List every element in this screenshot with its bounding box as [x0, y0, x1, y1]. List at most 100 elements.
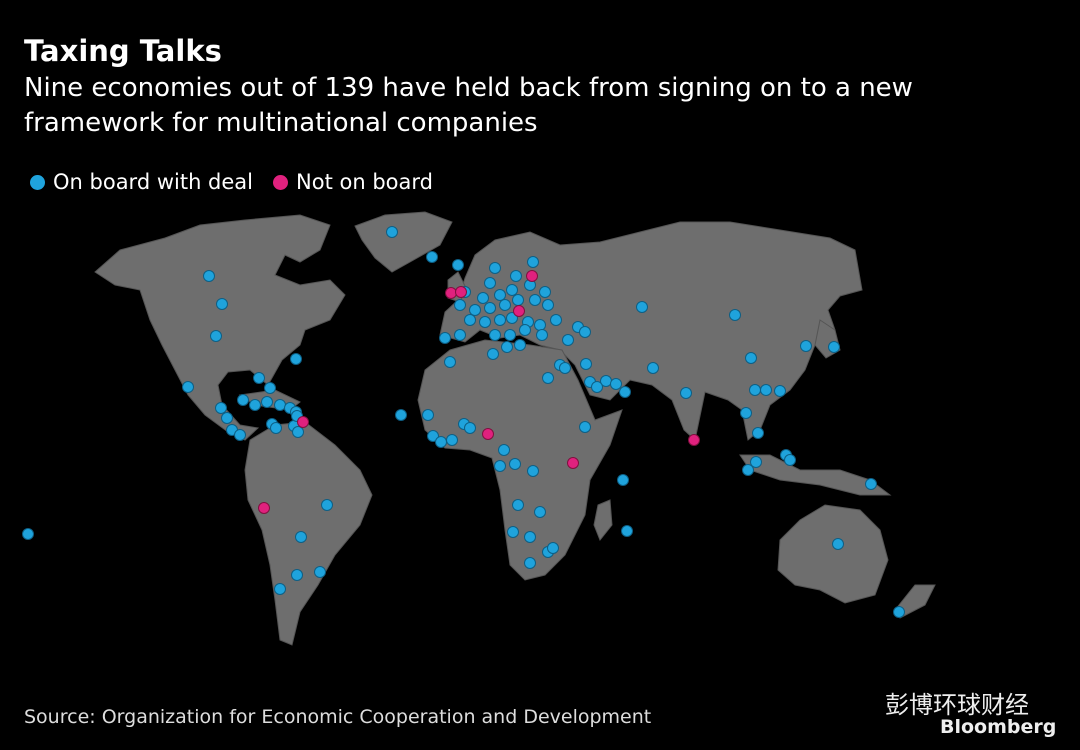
marker-on-board	[487, 348, 499, 360]
legend-item: Not on board	[273, 170, 433, 194]
watermark-brand: Bloomberg	[940, 716, 1057, 738]
marker-on-board	[498, 444, 510, 456]
legend-label: On board with deal	[53, 170, 254, 194]
marker-on-board	[274, 583, 286, 595]
legend-swatch	[273, 174, 289, 190]
subtitle: Nine economies out of 139 have held back…	[24, 73, 913, 138]
marker-on-board	[760, 384, 772, 396]
marker-on-board	[591, 381, 603, 393]
marker-on-board	[519, 324, 531, 336]
marker-on-board	[610, 378, 622, 390]
marker-on-board	[395, 409, 407, 421]
marker-on-board	[489, 262, 501, 274]
marker-on-board	[261, 396, 273, 408]
marker-on-board	[264, 382, 276, 394]
marker-on-board	[454, 299, 466, 311]
marker-not-on-board	[258, 502, 270, 514]
marker-on-board	[750, 456, 762, 468]
marker-on-board	[619, 386, 631, 398]
marker-on-board	[580, 358, 592, 370]
marker-on-board	[464, 314, 476, 326]
legend-item: On board with deal	[30, 170, 253, 194]
marker-on-board	[536, 329, 548, 341]
marker-on-board	[828, 341, 840, 353]
marker-on-board	[446, 434, 458, 446]
new-zealand	[894, 584, 936, 619]
marker-on-board	[479, 316, 491, 328]
marker-on-board	[182, 381, 194, 393]
marker-on-board	[494, 289, 506, 301]
marker-on-board	[494, 460, 506, 472]
source: Source: Organization for Economic Cooper…	[24, 706, 652, 728]
marker-on-board	[291, 569, 303, 581]
legend: On board with deal Not on board	[30, 170, 433, 194]
marker-on-board	[579, 421, 591, 433]
marker-on-board	[647, 362, 659, 374]
marker-on-board	[680, 387, 692, 399]
marker-on-board	[237, 394, 249, 406]
marker-on-board	[527, 465, 539, 477]
marker-on-board	[774, 385, 786, 397]
marker-on-board	[249, 399, 261, 411]
marker-on-board	[562, 334, 574, 346]
marker-on-board	[234, 429, 246, 441]
marker-not-on-board	[445, 287, 457, 299]
marker-on-board	[636, 301, 648, 313]
marker-on-board	[534, 319, 546, 331]
title: Taxing Talks	[24, 34, 222, 68]
marker-on-board	[512, 499, 524, 511]
marker-on-board	[270, 422, 282, 434]
marker-not-on-board	[297, 416, 309, 428]
marker-on-board	[484, 302, 496, 314]
marker-not-on-board	[513, 305, 525, 317]
marker-on-board	[444, 356, 456, 368]
marker-on-board	[203, 270, 215, 282]
marker-on-board	[512, 294, 524, 306]
marker-on-board	[509, 458, 521, 470]
marker-on-board	[539, 286, 551, 298]
marker-on-board	[477, 292, 489, 304]
marker-on-board	[464, 422, 476, 434]
marker-on-board	[314, 566, 326, 578]
marker-on-board	[22, 528, 34, 540]
marker-on-board	[742, 464, 754, 476]
indonesia	[739, 454, 892, 496]
marker-on-board	[295, 531, 307, 543]
marker-on-board	[494, 314, 506, 326]
marker-on-board	[426, 251, 438, 263]
marker-on-board	[524, 557, 536, 569]
marker-on-board	[422, 409, 434, 421]
marker-on-board	[617, 474, 629, 486]
marker-on-board	[504, 329, 516, 341]
africa	[417, 339, 623, 581]
marker-on-board	[274, 399, 286, 411]
marker-on-board	[784, 454, 796, 466]
marker-on-board	[752, 427, 764, 439]
marker-on-board	[550, 314, 562, 326]
madagascar	[593, 499, 613, 541]
legend-label: Not on board	[296, 170, 433, 194]
marker-not-on-board	[526, 270, 538, 282]
marker-on-board	[865, 478, 877, 490]
marker-on-board	[253, 372, 265, 384]
marker-on-board	[215, 402, 227, 414]
marker-on-board	[506, 284, 518, 296]
marker-on-board	[514, 339, 526, 351]
marker-on-board	[559, 362, 571, 374]
marker-on-board	[729, 309, 741, 321]
marker-on-board	[740, 407, 752, 419]
marker-on-board	[221, 412, 233, 424]
marker-on-board	[749, 384, 761, 396]
marker-on-board	[893, 606, 905, 618]
marker-on-board	[435, 436, 447, 448]
marker-on-board	[210, 330, 222, 342]
greenland	[354, 211, 453, 273]
marker-on-board	[452, 259, 464, 271]
marker-on-board	[832, 538, 844, 550]
australia	[777, 504, 889, 604]
marker-not-on-board	[688, 434, 700, 446]
marker-on-board	[292, 426, 304, 438]
marker-on-board	[621, 525, 633, 537]
